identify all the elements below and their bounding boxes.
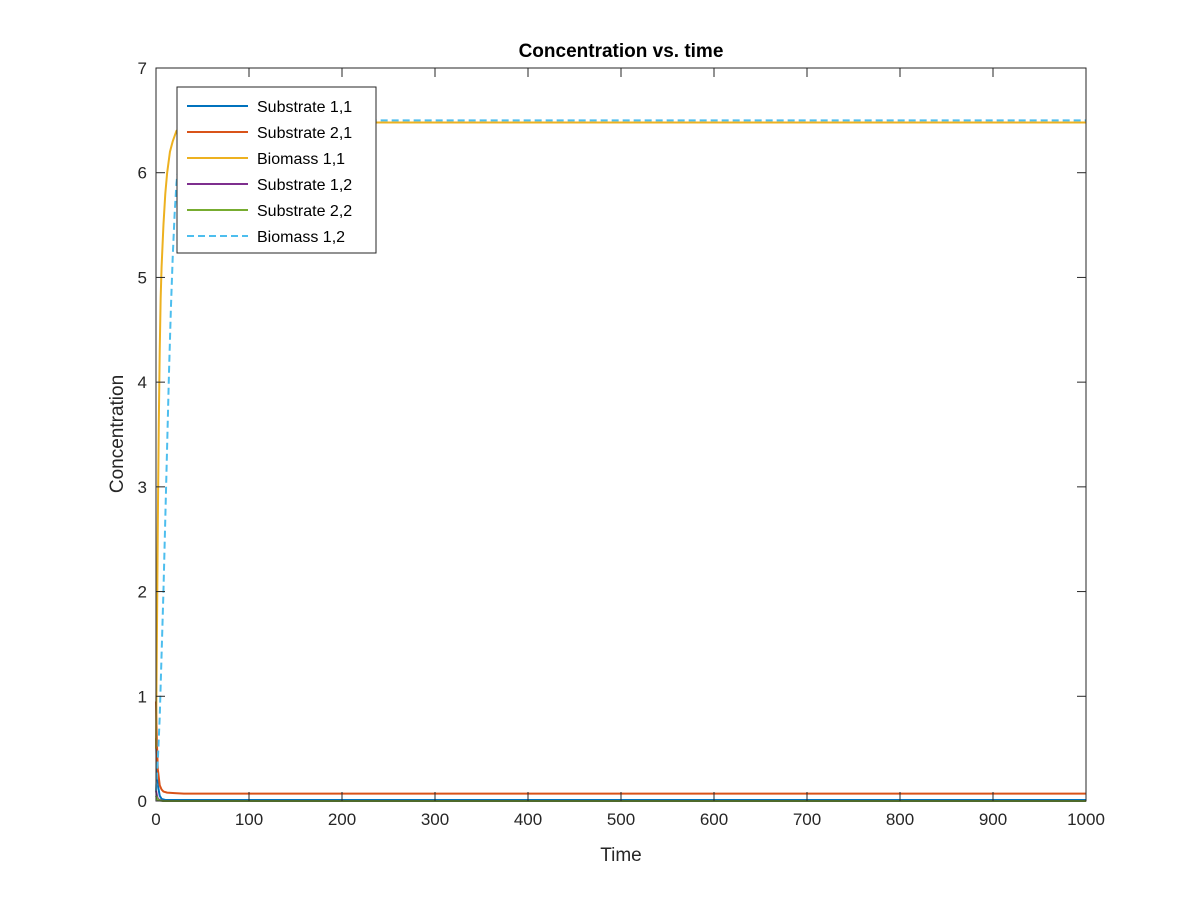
y-tick-label-3: 3: [138, 478, 147, 497]
legend-box: [176, 86, 377, 254]
y-tick-label-5: 5: [138, 268, 147, 287]
y-axis-title: Concentration: [107, 375, 128, 493]
x-tick-label-3: 300: [421, 810, 449, 829]
series-line-1: [155, 738, 1086, 801]
x-tick-label-4: 400: [514, 810, 542, 829]
y-tick-label-2: 2: [138, 583, 147, 602]
x-tick-label-7: 700: [793, 810, 821, 829]
legend-label-3: Biomass 1,1: [257, 151, 345, 168]
legend: Substrate 1,1 Substrate 2,1 Biomass 1,1 Sub…: [176, 86, 377, 254]
y-tick-label-6: 6: [138, 164, 147, 183]
x-tick-label-2: 200: [328, 810, 356, 829]
y-tick-label-1: 1: [138, 687, 147, 706]
y-tick-label-7: 7: [138, 59, 147, 78]
x-tick-label-8: 800: [886, 810, 914, 829]
x-tick-label-6: 600: [700, 810, 728, 829]
legend-label-2: Substrate 2,1: [257, 125, 352, 142]
y-tick-label-4: 4: [138, 373, 147, 392]
x-tick-label-5: 500: [607, 810, 635, 829]
x-tick-label-1: 100: [235, 810, 263, 829]
legend-label-6: Biomass 1,2: [257, 229, 345, 246]
legend-label-5: Substrate 2,2: [257, 203, 352, 220]
axes-box: [155, 67, 1087, 802]
legend-label-1: Substrate 1,1: [257, 99, 352, 116]
x-tick-label-10: 1000: [1067, 810, 1105, 829]
legend-entries: Substrate 1,1 Substrate 2,1 Biomass 1,1 Sub…: [187, 99, 352, 246]
legend-label-4: Substrate 1,2: [257, 177, 352, 194]
chart-title: Concentration vs. time: [519, 41, 724, 62]
ticks-layer: 0 100 200 300 400 500 600 700 800 900 1000 0 1 2 3 4 5 6 7: [138, 59, 1105, 829]
y-tick-label-0: 0: [138, 792, 147, 811]
series-line-6: [155, 119, 1086, 791]
x-tick-label-0: 0: [151, 810, 160, 829]
x-axis-title: Time: [600, 845, 642, 866]
x-tick-label-9: 900: [979, 810, 1007, 829]
